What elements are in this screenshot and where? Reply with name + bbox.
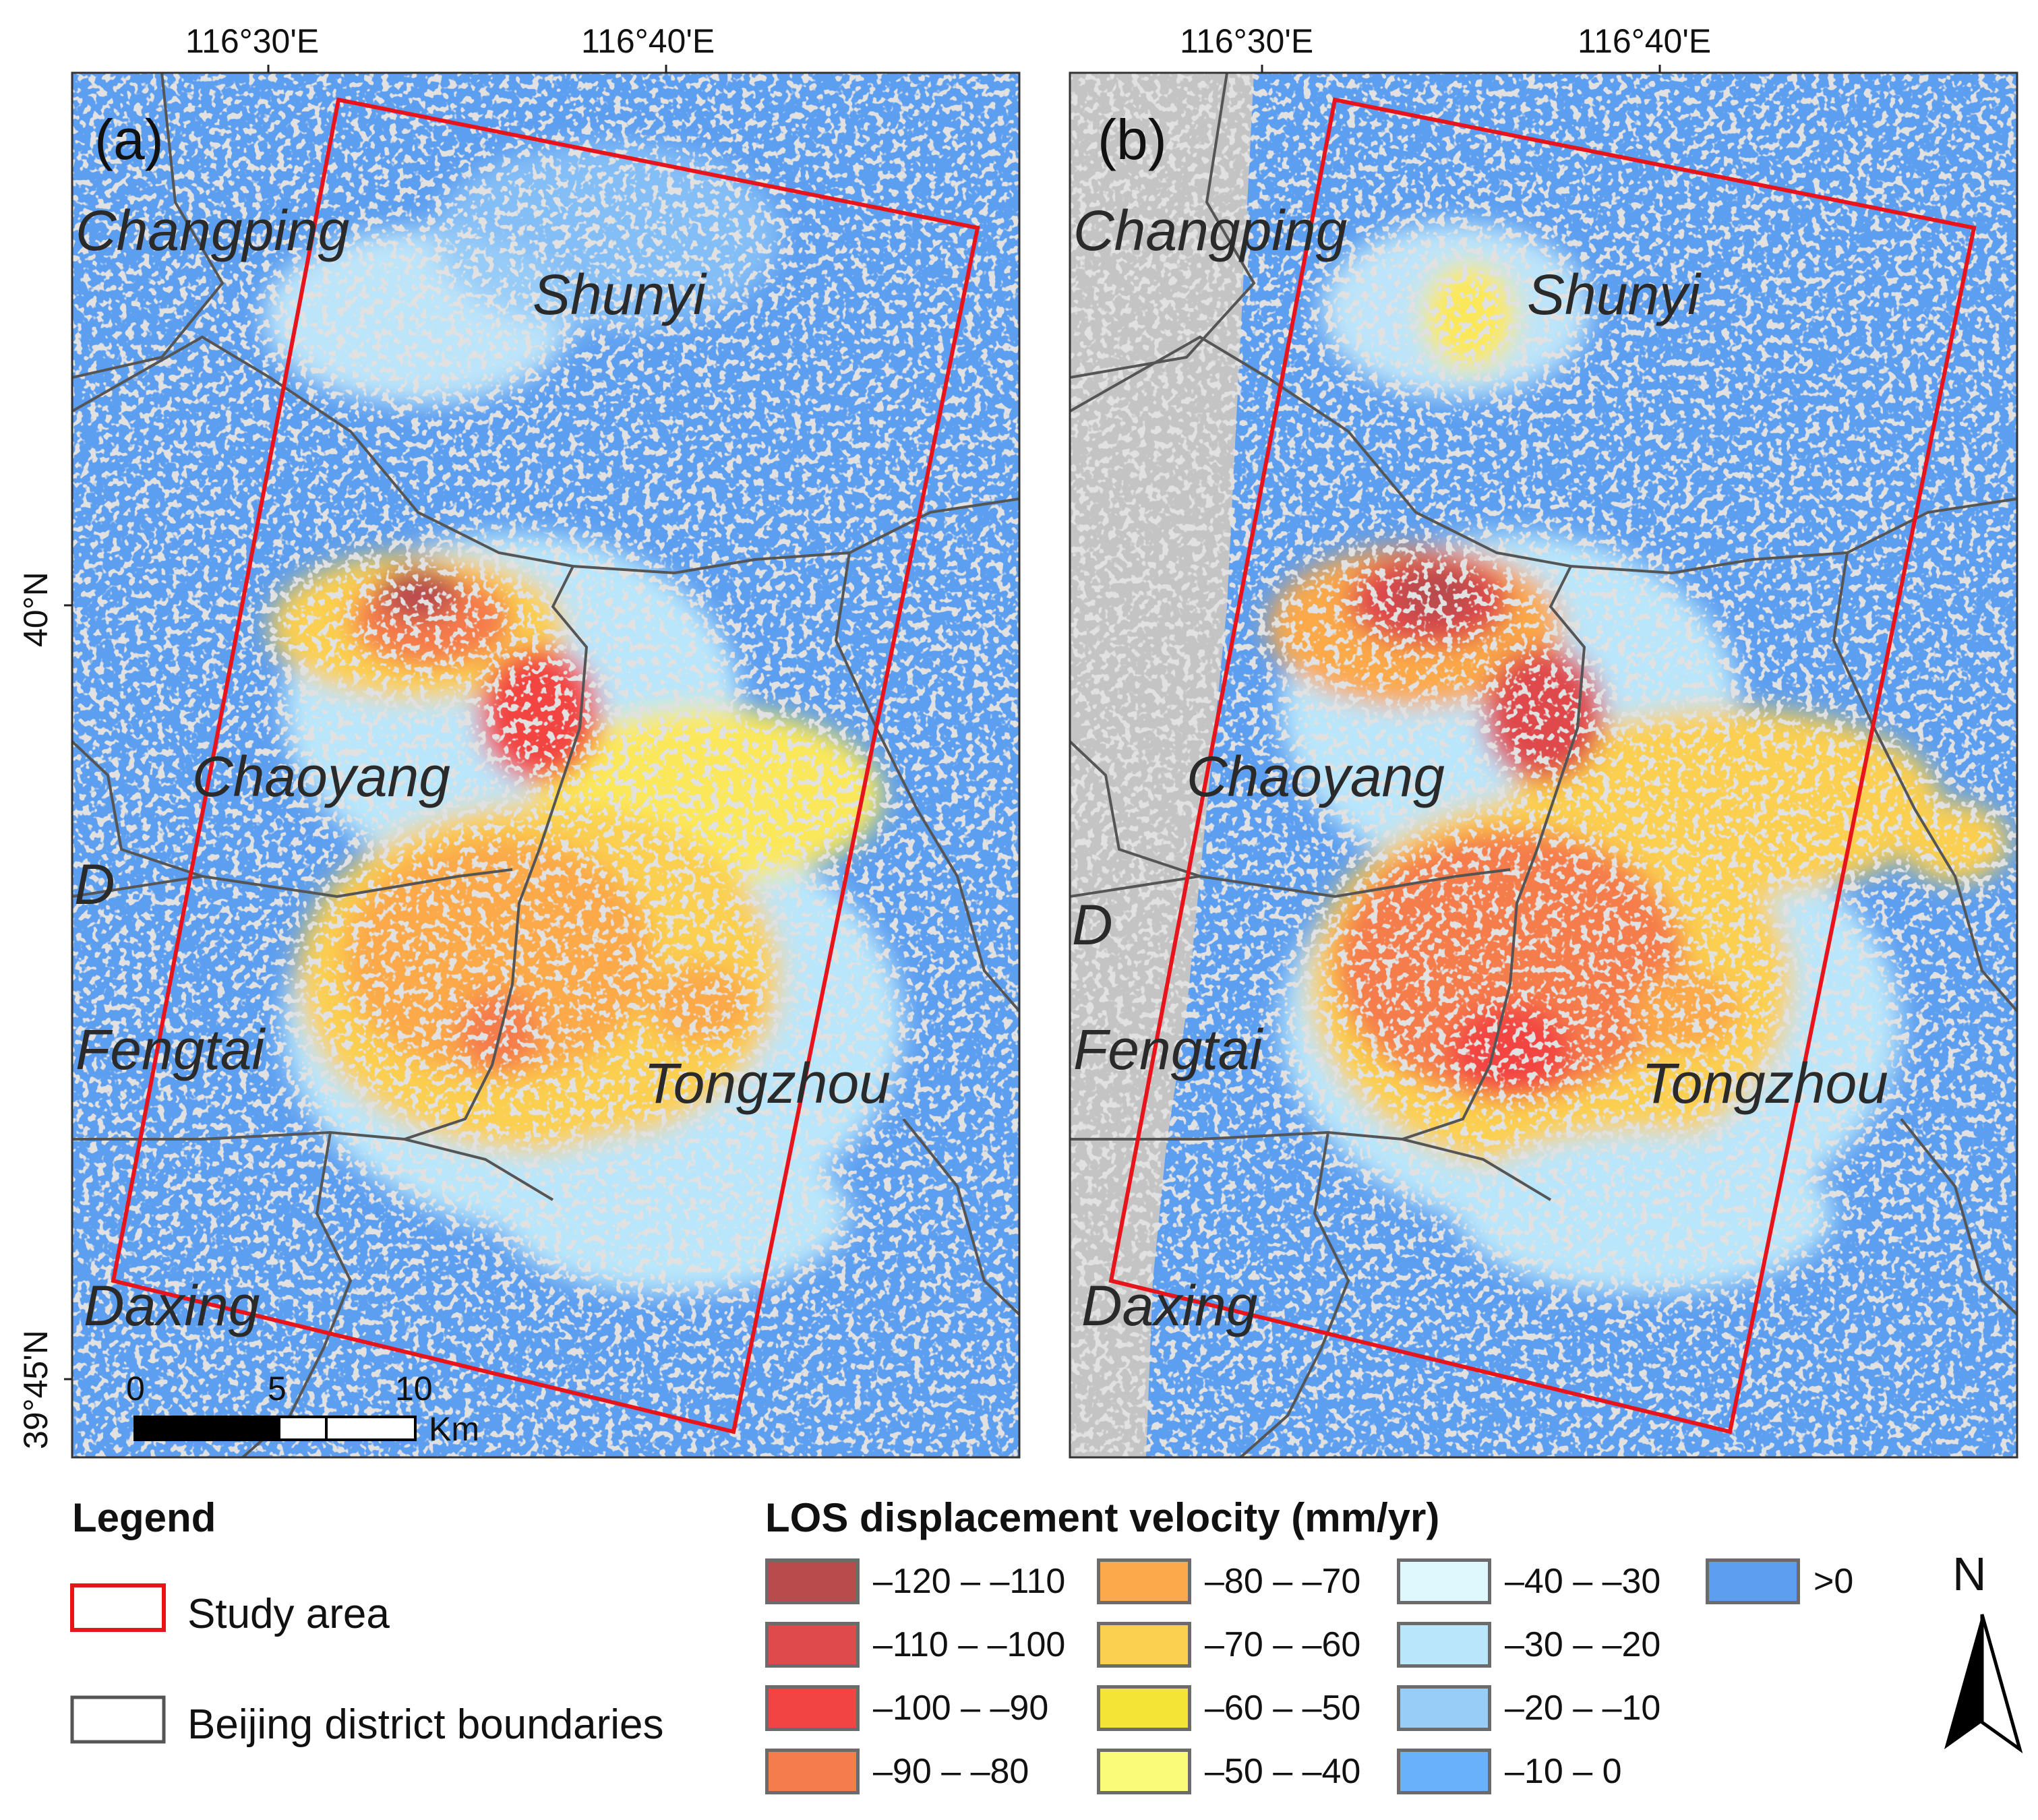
district-label-shunyi-a: Shunyi: [533, 263, 706, 326]
district-label-shunyi-b: Shunyi: [1527, 263, 1700, 326]
study-area-outline-b: [1108, 97, 1977, 1434]
district-label-tongzhou-b: Tongzhou: [1642, 1052, 1888, 1115]
legend-title: Legend: [72, 1495, 216, 1540]
north-arrow-icon: [1944, 1614, 2023, 1754]
velocity-legend-title: LOS displacement velocity (mm/yr): [765, 1495, 1440, 1540]
scale-unit: Km: [429, 1410, 479, 1448]
district-label-tongzhou-a: Tongzhou: [644, 1052, 891, 1115]
district-label-changping-a: Changping: [76, 199, 350, 262]
district-boundaries-b: [1070, 73, 2017, 1457]
scale-tick-0: 0: [126, 1370, 145, 1407]
scale-tick-5: 5: [268, 1370, 287, 1407]
map-panel-b: [1070, 73, 2017, 1457]
district-label-d-a: D: [74, 853, 115, 916]
legend-item-study-area: Study area: [187, 1591, 390, 1637]
study-area-legend-symbol: [70, 1583, 166, 1632]
district-label-daxing-a: Daxing: [84, 1274, 260, 1337]
panel-label-b: (b): [1098, 108, 1167, 171]
district-label-chaoyang-b: Chaoyang: [1187, 745, 1445, 808]
lon-tick-label-a2: 116°40'E: [581, 22, 715, 60]
district-label-d-b: D: [1072, 893, 1113, 957]
map-panel-a: [72, 73, 1019, 1457]
district-boundaries-a: [72, 73, 1019, 1457]
lon-tick-label-b1: 116°30'E: [1180, 22, 1314, 60]
lon-tick-label-b2: 116°40'E: [1578, 22, 1712, 60]
scale-tick-10: 10: [395, 1370, 433, 1407]
lat-tick-label-40: 40°N: [17, 572, 55, 647]
district-label-chaoyang-a: Chaoyang: [192, 745, 450, 808]
district-label-daxing-b: Daxing: [1081, 1274, 1258, 1337]
legend-item-district-boundaries: Beijing district boundaries: [187, 1701, 664, 1748]
scale-bar: [133, 1416, 417, 1441]
lat-tick-label-3945: 39°45'N: [17, 1330, 55, 1449]
panel-label-a: (a): [94, 108, 164, 171]
district-label-fengtai-b: Fengtai: [1073, 1018, 1263, 1081]
district-label-changping-b: Changping: [1073, 199, 1348, 262]
north-arrow-label: N: [1952, 1548, 1987, 1600]
district-boundary-legend-symbol: [70, 1695, 166, 1744]
lon-tick-label-a1: 116°30'E: [185, 22, 320, 60]
study-area-outline-a: [111, 97, 980, 1434]
district-label-fengtai-a: Fengtai: [76, 1018, 265, 1081]
